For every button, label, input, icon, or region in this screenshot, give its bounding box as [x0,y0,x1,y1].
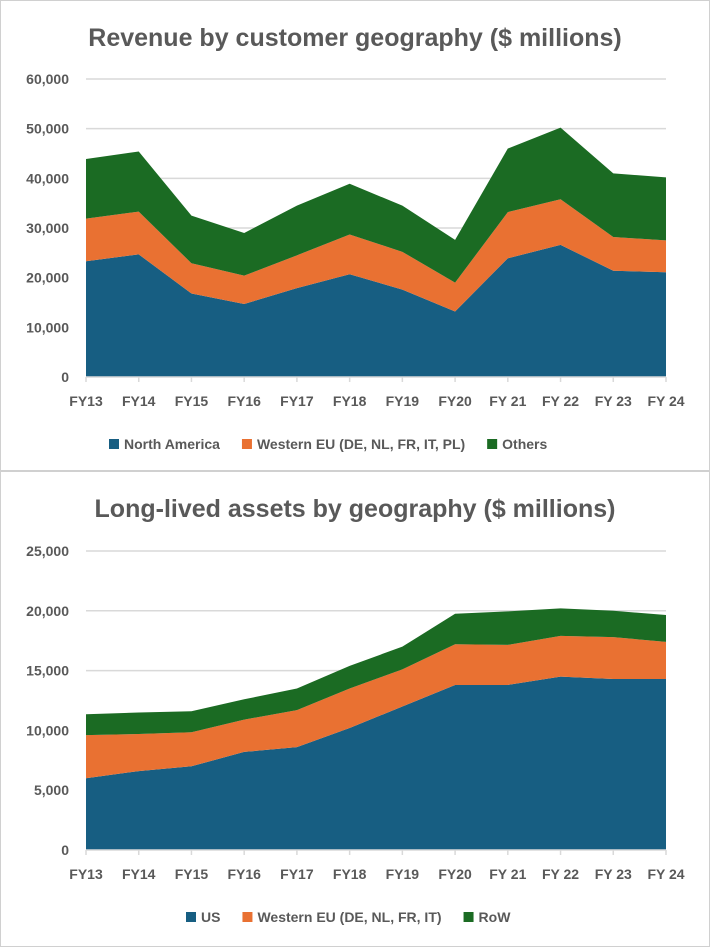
y-tick-label: 10,000 [26,319,69,335]
legend-swatch [109,439,119,449]
x-tick-label: FY 21 [489,866,526,882]
legend-swatch [242,912,253,922]
x-tick-label: FY 23 [595,866,632,882]
legend-label: Western EU (DE, NL, FR, IT) [257,909,441,925]
x-tick-label: FY19 [386,866,420,882]
y-tick-label: 5,000 [34,782,69,798]
x-tick-label: FY16 [227,393,261,409]
area-series-western-eu-de-nl-fr-it [86,635,666,779]
chart-title: Long-lived assets by geography ($ millio… [95,495,616,523]
revenue-chart-panel: Revenue by customer geography ($ million… [0,0,710,471]
x-tick-label: FY15 [175,866,209,882]
y-tick-label: 25,000 [26,543,69,559]
area-series-western-eu-de-nl-fr-it-pl [86,199,666,312]
x-tick-label: FY 24 [647,866,684,882]
area-series-row [86,608,666,736]
x-tick-label: FY 24 [647,393,684,409]
assets-chart: Long-lived assets by geography ($ millio… [26,495,685,925]
x-tick-label: FY15 [175,393,209,409]
legend-label: US [201,909,220,925]
y-tick-label: 20,000 [26,270,69,286]
x-tick-label: FY13 [69,866,103,882]
x-tick-label: FY13 [69,393,103,409]
assets-chart-panel: Long-lived assets by geography ($ millio… [0,471,710,947]
y-tick-label: 0 [61,842,69,858]
y-tick-label: 0 [61,369,69,385]
legend-label: RoW [479,909,512,925]
y-tick-label: 20,000 [26,603,69,619]
x-tick-label: FY17 [280,393,314,409]
legend-label: Others [502,436,547,452]
y-tick-label: 50,000 [26,121,69,137]
x-tick-label: FY 21 [489,393,526,409]
area-series-us [86,676,666,850]
revenue-chart: Revenue by customer geography ($ million… [26,24,685,452]
x-tick-label: FY17 [280,866,314,882]
legend-swatch [241,439,252,449]
legend-label: Western EU (DE, NL, FR, IT, PL) [257,436,465,452]
x-tick-label: FY20 [438,866,472,882]
legend-swatch [186,912,196,922]
x-tick-label: FY20 [438,393,472,409]
legend-label: North America [124,436,220,452]
x-tick-label: FY14 [122,866,156,882]
y-tick-label: 60,000 [26,71,69,87]
x-tick-label: FY 23 [595,393,632,409]
legend-swatch [463,912,474,922]
chart-title: Revenue by customer geography ($ million… [88,24,621,52]
y-tick-label: 40,000 [26,170,69,186]
area-series-others [86,127,666,283]
area-series-north-america [86,244,666,377]
x-tick-label: FY18 [333,393,367,409]
x-tick-label: FY16 [227,866,261,882]
y-tick-label: 30,000 [26,220,69,236]
y-tick-label: 10,000 [26,722,69,738]
x-tick-label: FY 22 [542,393,579,409]
x-tick-label: FY14 [122,393,156,409]
x-tick-label: FY19 [386,393,420,409]
legend-swatch [487,439,498,449]
x-tick-label: FY18 [333,866,367,882]
y-tick-label: 15,000 [26,663,69,679]
x-tick-label: FY 22 [542,866,579,882]
